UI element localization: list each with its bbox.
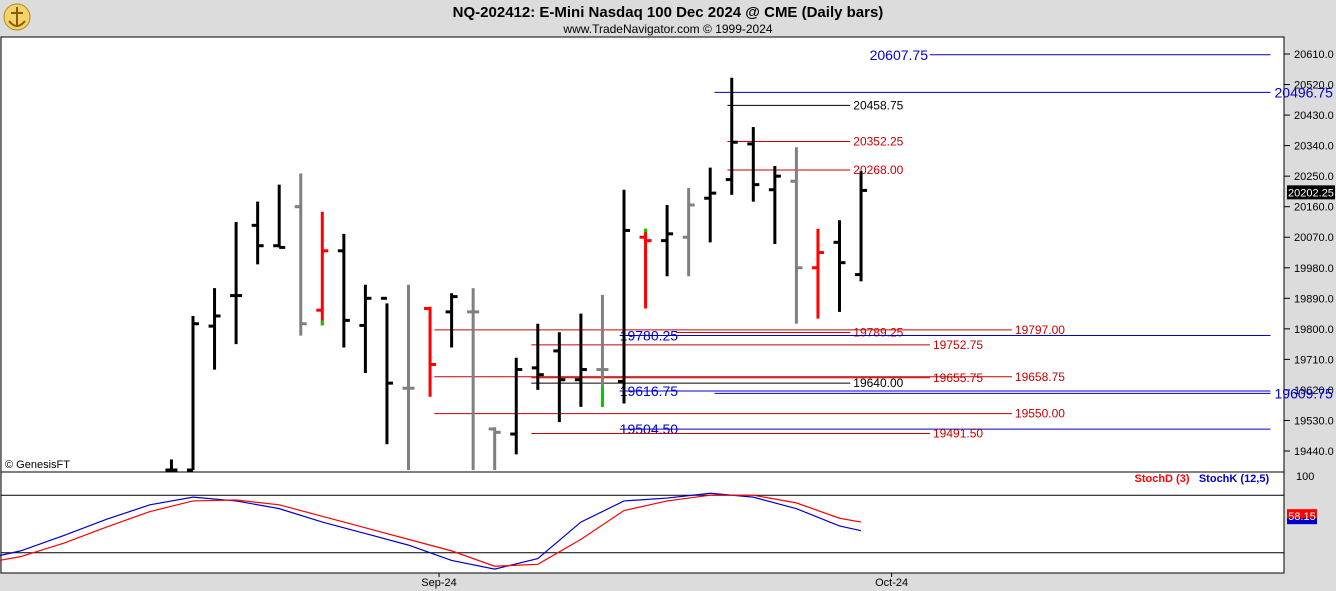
last-price-box — [1287, 185, 1335, 200]
price-levels: 20607.75 20496.75 20458.75 20352.25 20268.00… — [434, 47, 1333, 441]
price-pane — [0, 36, 1285, 473]
stochD-line — [0, 494, 862, 567]
price-level-label: 20352.25 — [853, 134, 903, 148]
price-tick-label: 19980.0 — [1294, 263, 1334, 275]
price-tick-label: 19620.0 — [1294, 385, 1334, 397]
price-level-label: 19752.75 — [933, 338, 983, 352]
price-level-label: 19797.00 — [1015, 323, 1065, 337]
price-tick-label: 19440.0 — [1294, 446, 1334, 458]
price-tick-label: 20160.0 — [1294, 202, 1334, 214]
stochastic-legend: StochD (3) StochK (12,5) — [1135, 473, 1270, 485]
stochastic-pane — [0, 471, 1285, 574]
price-level-label: 19504.50 — [620, 421, 679, 437]
chart-title: NQ-202412: E-Mini Nasdaq 100 Dec 2024 @ … — [453, 4, 884, 21]
price-tick-label: 20430.0 — [1294, 110, 1334, 122]
price-level-label: 19789.25 — [853, 325, 903, 339]
price-tick-label: 20520.0 — [1294, 80, 1334, 92]
price-level-label: 19609.75 — [1275, 385, 1334, 401]
stochastic-value-label: 58.15 — [1288, 511, 1316, 523]
stochK-line — [0, 492, 862, 570]
price-level-label: 20458.75 — [853, 98, 903, 112]
chart-subtitle: www.TradeNavigator.com © 1999-2024 — [562, 22, 772, 36]
price-level-label: 19550.00 — [1015, 407, 1065, 421]
price-level-label: 19655.75 — [933, 371, 983, 385]
price-tick-label: 19530.0 — [1294, 415, 1334, 427]
stochastic-tick-label: 100 — [1296, 471, 1314, 483]
last-price-marker: 20202.25 — [1287, 185, 1335, 200]
ohlc-bars — [165, 77, 868, 472]
price-tick-label: 19800.0 — [1294, 324, 1334, 336]
price-tick-label: 20070.0 — [1294, 232, 1334, 244]
price-tick-label: 20610.0 — [1294, 49, 1334, 61]
price-level-label: 20268.00 — [853, 163, 903, 177]
price-tick-label: 19890.0 — [1294, 293, 1334, 305]
price-tick-label: 20250.0 — [1294, 171, 1334, 183]
price-tick-label: 19710.0 — [1294, 354, 1334, 366]
stochastic-indicator: 100 58.15 — [0, 471, 1317, 570]
price-axis: 20610.0 20520.0 20430.0 20340.0 20250.0 20160… — [1284, 49, 1334, 458]
stochastic-value-box-blue — [1287, 518, 1317, 525]
price-level-label: 19658.75 — [1015, 370, 1065, 384]
price-level-label: 19640.00 — [853, 376, 903, 390]
stochastic-legend-entry: StochK (12,5) — [1199, 473, 1270, 485]
time-axis: Sep-24 Oct-24 — [421, 573, 908, 589]
time-tick-label: Sep-24 — [421, 577, 456, 589]
stochastic-legend-entry: StochD (3) — [1135, 473, 1190, 485]
copyright-label: © GenesisFT — [5, 459, 70, 471]
price-tick-label: 20340.0 — [1294, 141, 1334, 153]
price-level-label: 20607.75 — [870, 47, 929, 63]
price-level-label: 20496.75 — [1275, 84, 1334, 100]
time-tick-label: Oct-24 — [875, 577, 908, 589]
price-level-label: 19616.75 — [620, 383, 679, 399]
logo-icon — [3, 3, 31, 31]
price-level-label: 19780.25 — [620, 328, 679, 344]
price-level-label: 19491.50 — [933, 427, 983, 441]
last-price-label: 20202.25 — [1288, 187, 1334, 199]
